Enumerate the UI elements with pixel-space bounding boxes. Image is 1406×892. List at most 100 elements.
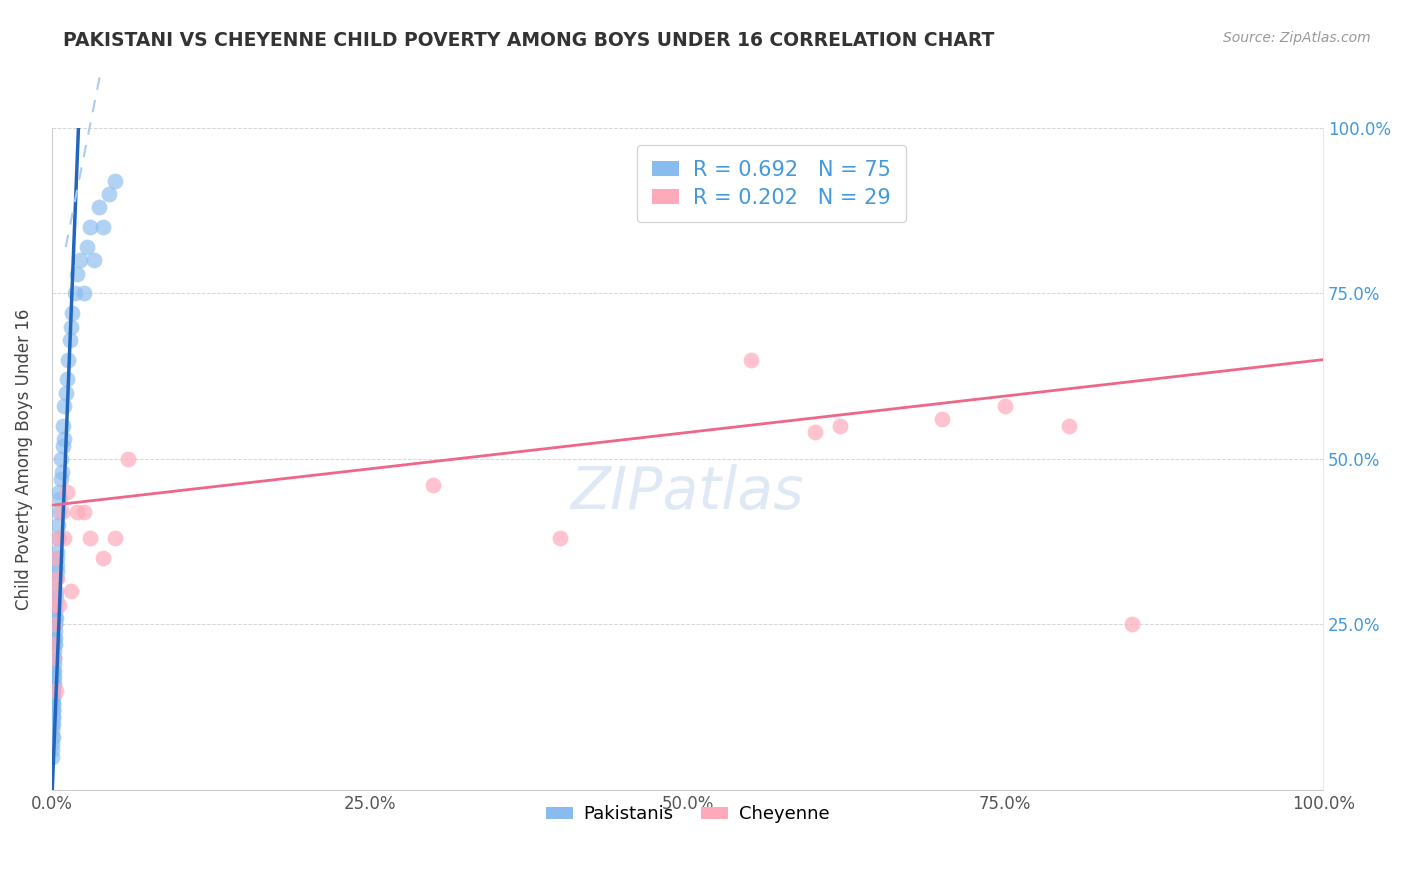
- Point: [41, 637, 63, 651]
- Point: [53, 532, 76, 546]
- Point: [44, 604, 66, 618]
- Point: [49, 491, 72, 506]
- Point: [42, 670, 65, 684]
- Point: [52, 432, 75, 446]
- Point: [76, 240, 98, 254]
- Point: [42, 710, 65, 724]
- Point: [44, 624, 66, 638]
- Point: [45, 591, 67, 605]
- Point: [550, 532, 572, 546]
- Point: [42, 664, 65, 678]
- Point: [41, 749, 63, 764]
- Point: [42, 677, 65, 691]
- Point: [83, 253, 105, 268]
- Point: [59, 584, 82, 599]
- Point: [97, 187, 120, 202]
- Point: [45, 571, 67, 585]
- Point: [46, 532, 69, 546]
- Point: [56, 485, 79, 500]
- Point: [48, 598, 70, 612]
- Point: [740, 352, 762, 367]
- Point: [41, 730, 63, 744]
- Point: [45, 683, 67, 698]
- Legend: Pakistanis, Cheyenne: Pakistanis, Cheyenne: [538, 798, 837, 830]
- Point: [44, 637, 66, 651]
- Point: [45, 611, 67, 625]
- Point: [41, 710, 63, 724]
- Point: [994, 399, 1017, 413]
- Point: [41, 703, 63, 717]
- Point: [66, 267, 89, 281]
- Point: [66, 505, 89, 519]
- Point: [1057, 418, 1080, 433]
- Point: [55, 385, 77, 400]
- Point: [91, 220, 114, 235]
- Point: [46, 544, 69, 558]
- Point: [51, 465, 73, 479]
- Y-axis label: Child Poverty Among Boys Under 16: Child Poverty Among Boys Under 16: [15, 309, 32, 609]
- Point: [45, 565, 67, 579]
- Point: [44, 617, 66, 632]
- Point: [44, 611, 66, 625]
- Point: [42, 584, 65, 599]
- Point: [69, 253, 91, 268]
- Point: [51, 505, 73, 519]
- Point: [44, 637, 66, 651]
- Point: [46, 532, 69, 546]
- Point: [42, 697, 65, 711]
- Point: [46, 558, 69, 572]
- Point: [41, 723, 63, 738]
- Point: [49, 472, 72, 486]
- Point: [58, 333, 80, 347]
- Point: [104, 532, 127, 546]
- Point: [42, 690, 65, 705]
- Point: [59, 319, 82, 334]
- Point: [42, 670, 65, 684]
- Point: [87, 200, 110, 214]
- Point: [51, 451, 73, 466]
- Point: [60, 306, 83, 320]
- Point: [931, 412, 953, 426]
- Point: [52, 418, 75, 433]
- Point: [42, 598, 65, 612]
- Point: [41, 716, 63, 731]
- Point: [42, 683, 65, 698]
- Point: [48, 505, 70, 519]
- Point: [41, 743, 63, 757]
- Point: [44, 650, 66, 665]
- Point: [422, 478, 444, 492]
- Point: [42, 650, 65, 665]
- Point: [42, 644, 65, 658]
- Point: [828, 418, 851, 433]
- Point: [42, 703, 65, 717]
- Point: [117, 451, 139, 466]
- Point: [42, 664, 65, 678]
- Text: PAKISTANI VS CHEYENNE CHILD POVERTY AMONG BOYS UNDER 16 CORRELATION CHART: PAKISTANI VS CHEYENNE CHILD POVERTY AMON…: [63, 31, 994, 50]
- Point: [41, 730, 63, 744]
- Point: [104, 174, 127, 188]
- Point: [58, 352, 80, 367]
- Text: Source: ZipAtlas.com: Source: ZipAtlas.com: [1223, 31, 1371, 45]
- Point: [53, 399, 76, 413]
- Point: [41, 737, 63, 751]
- Point: [44, 551, 66, 566]
- Point: [42, 677, 65, 691]
- Point: [45, 584, 67, 599]
- Point: [48, 485, 70, 500]
- Point: [91, 551, 114, 566]
- Point: [72, 286, 94, 301]
- Point: [1121, 617, 1143, 632]
- Point: [41, 716, 63, 731]
- Point: [42, 690, 65, 705]
- Point: [44, 617, 66, 632]
- Point: [63, 286, 86, 301]
- Point: [803, 425, 825, 440]
- Point: [79, 220, 101, 235]
- Point: [45, 571, 67, 585]
- Point: [44, 631, 66, 645]
- Point: [42, 697, 65, 711]
- Point: [42, 657, 65, 672]
- Point: [56, 372, 79, 386]
- Point: [42, 683, 65, 698]
- Point: [72, 505, 94, 519]
